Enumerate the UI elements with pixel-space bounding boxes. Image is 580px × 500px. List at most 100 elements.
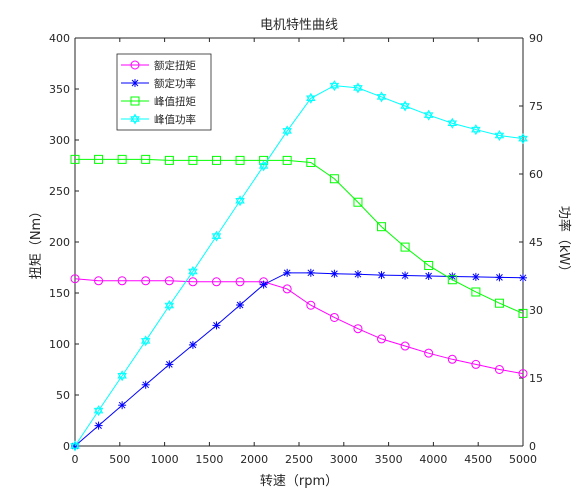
data-point — [188, 340, 197, 349]
marker-shape — [164, 276, 174, 286]
data-point — [495, 273, 504, 282]
marker-shape — [447, 117, 458, 126]
data-point — [235, 195, 245, 207]
marker-shape — [306, 157, 316, 167]
data-point — [212, 321, 221, 330]
data-point — [329, 174, 339, 184]
legend-label: 峰值功率 — [154, 113, 196, 126]
data-point — [353, 197, 363, 207]
marker-shape — [141, 154, 151, 164]
marker-shape — [117, 370, 127, 379]
marker-shape — [258, 160, 269, 169]
marker-shape — [518, 308, 528, 318]
marker-shape — [70, 443, 80, 452]
x-axis-label: 转速（rpm） — [260, 474, 338, 489]
marker-shape — [70, 274, 80, 284]
marker-shape — [130, 60, 140, 70]
marker-shape — [117, 154, 127, 164]
marker-shape — [235, 155, 245, 165]
data-point — [93, 405, 104, 417]
marker-shape — [93, 407, 104, 417]
marker-shape — [377, 334, 387, 344]
marker-shape — [494, 298, 504, 308]
data-point — [518, 308, 528, 318]
marker-shape — [471, 359, 481, 369]
series-4 — [70, 80, 528, 452]
marker-shape — [211, 155, 221, 165]
series-1 — [70, 274, 528, 379]
data-point — [353, 270, 362, 279]
data-point — [94, 154, 104, 164]
data-point — [471, 272, 480, 281]
marker-shape — [471, 126, 481, 136]
marker-stroke — [142, 381, 150, 389]
data-point — [282, 155, 292, 165]
marker-shape — [188, 268, 198, 277]
legend-label: 额定功率 — [154, 77, 196, 90]
series-layer — [70, 80, 528, 452]
marker-shape — [329, 80, 340, 89]
marker-shape — [140, 338, 151, 347]
marker-shape — [130, 116, 140, 125]
data-point — [164, 299, 175, 311]
marker-shape — [306, 95, 316, 104]
data-point — [235, 277, 245, 287]
x-tick-label: 2000 — [240, 453, 268, 466]
marker-shape — [400, 242, 410, 252]
legend-entry: 峰值扭矩 — [121, 95, 196, 108]
marker-shape — [117, 372, 127, 382]
y-right-tick-label: 30 — [529, 304, 543, 317]
legend-swatch-marker — [130, 96, 140, 106]
x-tick-label: 3500 — [375, 453, 403, 466]
marker-shape — [93, 405, 104, 414]
data-point — [424, 260, 434, 270]
data-point — [140, 335, 151, 347]
data-point — [165, 360, 174, 369]
data-point — [306, 268, 315, 277]
y-left-tick-label: 100 — [49, 338, 70, 351]
marker-shape — [164, 302, 175, 311]
data-point — [282, 284, 292, 294]
data-point — [70, 274, 80, 284]
legend-swatch-marker — [131, 79, 139, 87]
marker-shape — [164, 299, 175, 309]
marker-stroke — [165, 361, 173, 368]
y-right-tick-label: 45 — [529, 236, 543, 249]
marker-shape — [353, 197, 363, 207]
data-point — [400, 100, 410, 112]
marker-shape — [164, 155, 174, 165]
marker-shape — [353, 85, 363, 94]
x-tick-label: 1000 — [151, 453, 179, 466]
data-point — [518, 369, 528, 379]
marker-stroke — [378, 271, 385, 279]
data-point — [519, 273, 527, 282]
y-left-tick-label: 350 — [49, 83, 70, 96]
data-point — [494, 129, 505, 141]
legend-swatch-marker — [130, 113, 140, 125]
marker-shape — [400, 341, 410, 351]
marker-shape — [94, 154, 104, 164]
marker-stroke — [260, 281, 267, 288]
data-point — [117, 370, 127, 382]
marker-shape — [306, 300, 316, 310]
y-left-tick-label: 200 — [49, 236, 70, 249]
x-tick-label: 4500 — [464, 453, 492, 466]
data-point — [259, 280, 268, 289]
marker-shape — [282, 125, 292, 134]
data-point — [376, 91, 387, 103]
data-point — [306, 300, 316, 310]
marker-shape — [117, 276, 127, 286]
data-point — [306, 92, 316, 104]
y-right-tick-label: 90 — [529, 32, 543, 45]
data-point — [282, 125, 292, 137]
data-point — [94, 421, 103, 430]
marker-shape — [235, 277, 245, 287]
marker-shape — [141, 276, 151, 286]
data-point — [306, 157, 316, 167]
marker-shape — [494, 129, 505, 139]
marker-shape — [282, 155, 292, 165]
legend-entry: 额定扭矩 — [121, 59, 196, 72]
marker-shape — [329, 174, 339, 184]
data-point — [235, 155, 245, 165]
